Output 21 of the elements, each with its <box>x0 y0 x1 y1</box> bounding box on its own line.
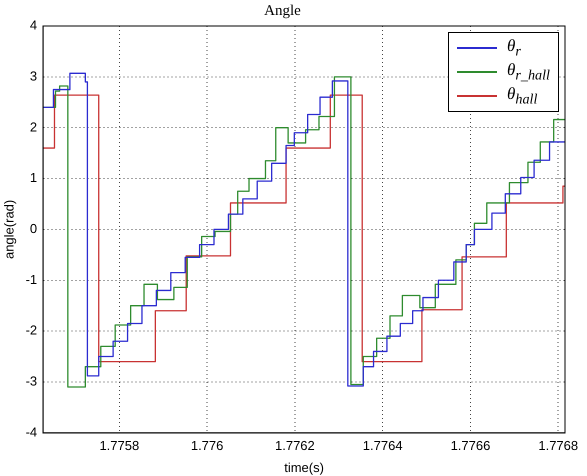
y-tick-label: 3 <box>30 68 38 84</box>
x-axis-title: time(s) <box>284 460 324 475</box>
legend-label: θ$_{r}$ <box>507 36 521 60</box>
y-tick-label: 0 <box>30 220 38 236</box>
x-tick-label: 1.7764 <box>362 438 403 454</box>
x-tick-label: 1.7768 <box>538 438 578 454</box>
y-tick-label: 1 <box>30 170 38 186</box>
x-tick-label: 1.7766 <box>450 438 490 454</box>
x-tick-label: 1.7762 <box>275 438 315 454</box>
y-tick-label: -2 <box>26 322 38 338</box>
legend-label: θ$_{hall}$ <box>507 84 538 108</box>
x-tick-label: 1.7758 <box>99 438 140 454</box>
y-tick-label: 2 <box>30 119 38 134</box>
y-axis-title: angle(rad) <box>1 200 16 260</box>
y-tick-label: -3 <box>26 374 38 389</box>
y-tick-label: -4 <box>26 424 38 440</box>
x-tick-label: 1.776 <box>190 438 224 454</box>
y-tick-label: 4 <box>30 18 38 33</box>
chart-title: Angle <box>264 2 302 19</box>
legend-label: θ$_{r_hall}$ <box>507 60 550 84</box>
y-tick-label: -1 <box>26 272 38 287</box>
